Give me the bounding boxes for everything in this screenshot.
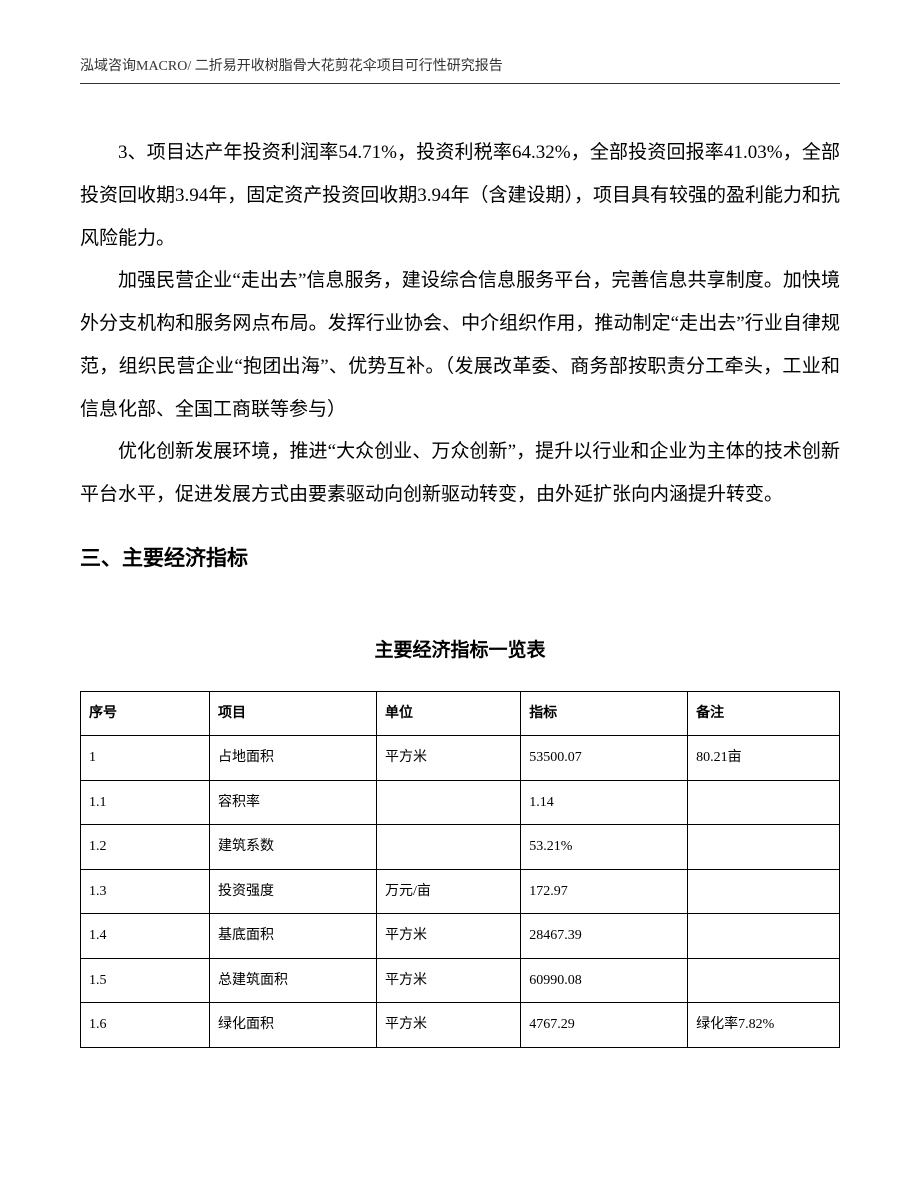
table-cell: 60990.08 — [521, 958, 688, 1003]
table-header-cell: 指标 — [521, 691, 688, 736]
table-cell: 平方米 — [376, 958, 520, 1003]
table-cell: 建筑系数 — [210, 825, 377, 870]
table-cell: 1 — [81, 736, 210, 781]
table-row: 1.6 绿化面积 平方米 4767.29 绿化率7.82% — [81, 1003, 840, 1048]
table-header-cell: 项目 — [210, 691, 377, 736]
document-header: 泓域咨询MACRO/ 二折易开收树脂骨大花剪花伞项目可行性研究报告 — [80, 55, 840, 75]
table-cell: 平方米 — [376, 736, 520, 781]
table-cell — [376, 780, 520, 825]
table-cell: 28467.39 — [521, 914, 688, 959]
table-row: 1.1 容积率 1.14 — [81, 780, 840, 825]
table-cell: 总建筑面积 — [210, 958, 377, 1003]
table-cell: 53500.07 — [521, 736, 688, 781]
section-heading: 三、主要经济指标 — [80, 535, 840, 582]
paragraph-1: 3、项目达产年投资利润率54.71%，投资利税率64.32%，全部投资回报率41… — [80, 132, 840, 260]
table-cell: 绿化率7.82% — [688, 1003, 840, 1048]
table-cell: 1.1 — [81, 780, 210, 825]
table-cell — [688, 958, 840, 1003]
paragraph-3: 优化创新发展环境，推进“大众创业、万众创新”，提升以行业和企业为主体的技术创新平… — [80, 431, 840, 517]
table-cell: 53.21% — [521, 825, 688, 870]
table-cell — [688, 825, 840, 870]
table-cell — [376, 825, 520, 870]
table-header-cell: 备注 — [688, 691, 840, 736]
table-cell — [688, 869, 840, 914]
table-cell: 172.97 — [521, 869, 688, 914]
table-cell: 万元/亩 — [376, 869, 520, 914]
header-divider — [80, 83, 840, 84]
table-header-row: 序号 项目 单位 指标 备注 — [81, 691, 840, 736]
document-body: 3、项目达产年投资利润率54.71%，投资利税率64.32%，全部投资回报率41… — [80, 132, 840, 1048]
table-row: 1 占地面积 平方米 53500.07 80.21亩 — [81, 736, 840, 781]
table-cell — [688, 780, 840, 825]
table-cell: 80.21亩 — [688, 736, 840, 781]
table-header-cell: 序号 — [81, 691, 210, 736]
table-header-cell: 单位 — [376, 691, 520, 736]
table-cell: 占地面积 — [210, 736, 377, 781]
table-row: 1.5 总建筑面积 平方米 60990.08 — [81, 958, 840, 1003]
table-cell: 投资强度 — [210, 869, 377, 914]
table-cell: 1.6 — [81, 1003, 210, 1048]
table-cell: 绿化面积 — [210, 1003, 377, 1048]
table-cell: 1.2 — [81, 825, 210, 870]
table-cell: 基底面积 — [210, 914, 377, 959]
table-cell: 4767.29 — [521, 1003, 688, 1048]
table-cell: 平方米 — [376, 914, 520, 959]
table-cell: 1.5 — [81, 958, 210, 1003]
table-cell: 1.14 — [521, 780, 688, 825]
table-row: 1.3 投资强度 万元/亩 172.97 — [81, 869, 840, 914]
table-row: 1.2 建筑系数 53.21% — [81, 825, 840, 870]
economic-indicators-table: 序号 项目 单位 指标 备注 1 占地面积 平方米 53500.07 80.21… — [80, 691, 840, 1048]
table-cell: 1.4 — [81, 914, 210, 959]
table-cell: 容积率 — [210, 780, 377, 825]
table-cell: 1.3 — [81, 869, 210, 914]
table-row: 1.4 基底面积 平方米 28467.39 — [81, 914, 840, 959]
table-cell — [688, 914, 840, 959]
paragraph-2: 加强民营企业“走出去”信息服务，建设综合信息服务平台，完善信息共享制度。加快境外… — [80, 260, 840, 431]
table-cell: 平方米 — [376, 1003, 520, 1048]
table-title: 主要经济指标一览表 — [80, 630, 840, 673]
